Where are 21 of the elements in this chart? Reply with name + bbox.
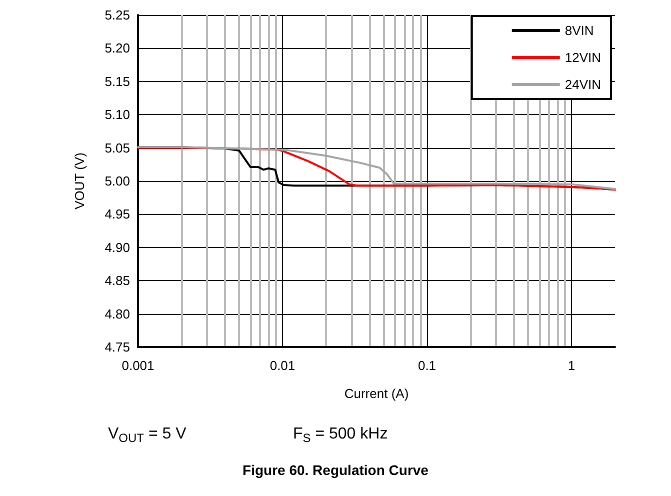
- y-tick-label: 4.75: [104, 340, 130, 354]
- x-tick-label: 1: [568, 358, 576, 373]
- legend-label: 24VIN: [564, 77, 602, 92]
- y-tick-label: 4.95: [104, 206, 130, 222]
- x-tick-label: 0.001: [122, 358, 154, 373]
- y-tick-label: 5.00: [104, 174, 130, 188]
- y-tick-label: 4.90: [104, 240, 130, 255]
- y-tick-label: 4.85: [104, 273, 130, 288]
- x-tick-label: 0.01: [270, 358, 296, 373]
- y-tick-label: 5.10: [104, 107, 130, 122]
- y-tick-label: 5.25: [104, 8, 130, 22]
- y-tick-label: 5.15: [104, 74, 130, 89]
- y-axis-title: VOUT (V): [72, 152, 87, 210]
- text: Figure 60. Regulation Curve: [242, 462, 429, 478]
- y-tick-label: 4.80: [104, 306, 130, 322]
- legend-label: 8VIN: [564, 23, 594, 38]
- legend-label: 12VIN: [564, 50, 602, 65]
- x-tick-label: 0.1: [418, 358, 436, 373]
- x-axis-title: Current (A): [344, 386, 409, 401]
- y-tick-label: 5.05: [104, 140, 130, 156]
- y-tick-label: 5.20: [104, 40, 130, 56]
